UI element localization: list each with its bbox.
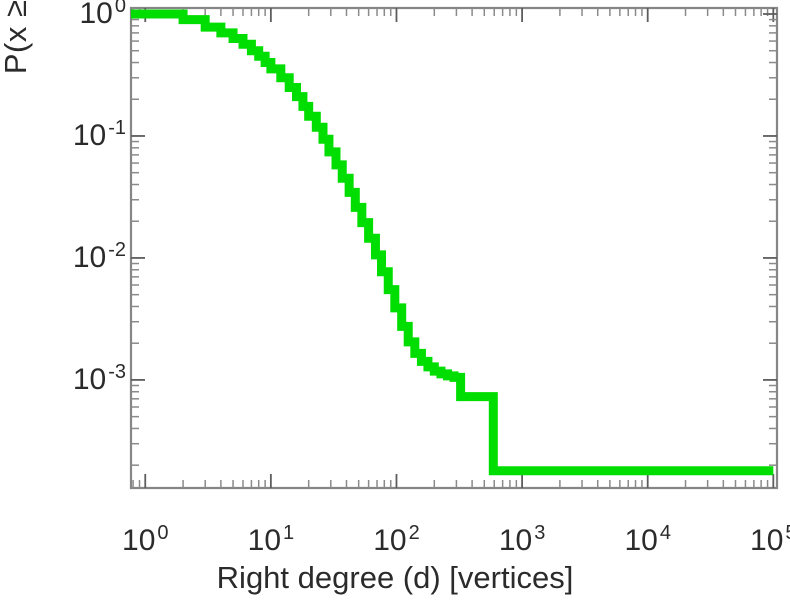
y-tick-label: 10 -2 [72,240,126,274]
y-tick-exponent: -1 [108,117,126,139]
x-tick-label: 10 2 [373,523,420,557]
x-tick-base: 10 [122,524,156,557]
y-tick-base: 10 [72,241,107,274]
x-tick-exponent: 1 [283,522,295,544]
x-tick-label: 10 1 [247,523,295,557]
y-tick-base: 10 [72,119,107,152]
y-tick-base: 10 [72,362,107,396]
x-tick-base: 10 [247,524,282,557]
y-tick-label: 10 -1 [72,118,126,152]
y-tick-label: 10 0 [80,0,127,29]
x-tick-label: 10 0 [122,523,169,557]
data-series [131,9,774,476]
axes-frame [129,6,779,490]
y-tick-base: 10 [79,0,113,30]
y-tick-exponent: -3 [108,360,126,383]
x-tick-exponent: 4 [659,522,671,544]
x-tick-exponent: 3 [534,522,546,544]
x-tick-base: 10 [498,524,533,557]
y-tick-exponent: 0 [114,0,126,17]
x-tick-exponent: 5 [785,522,790,544]
x-tick-base: 10 [624,524,658,557]
x-tick-label: 105 [750,523,790,557]
x-tick-label: 10 4 [624,523,671,557]
x-tick-exponent: 2 [408,522,420,544]
x-tick-label: 10 3 [498,523,546,557]
x-tick-exponent: 0 [157,522,169,544]
y-tick-label: 10 -3 [72,362,126,396]
x-tick-base: 10 [373,524,407,557]
axis-ticks [131,8,777,488]
y-tick-exponent: -2 [108,239,126,261]
x-tick-base: 10 [750,524,784,557]
x-axis-title: Right degree (d) [vertices] [216,560,574,595]
